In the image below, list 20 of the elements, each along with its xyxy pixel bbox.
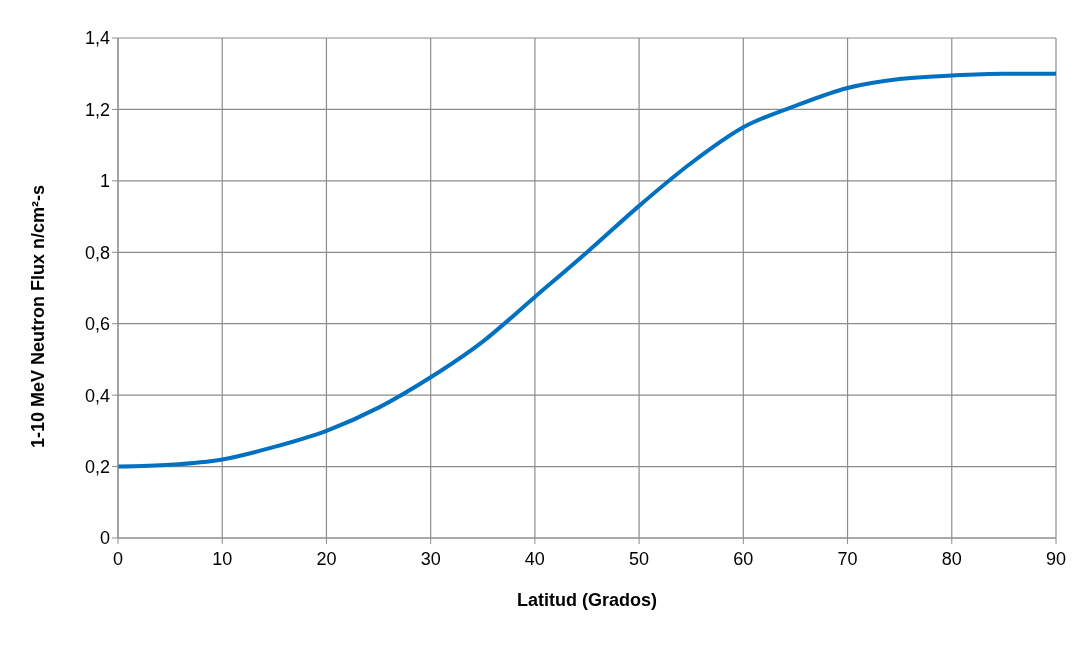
x-axis-title: Latitud (Grados): [517, 590, 657, 610]
y-tick-label: 1,2: [84, 99, 110, 120]
x-tick-label: 60: [733, 548, 754, 569]
x-tick-label: 0: [112, 548, 124, 569]
y-axis-title: 1-10 MeV Neutron Flux n/cm²-s: [28, 184, 49, 448]
x-tick-label: 40: [524, 548, 545, 569]
y-tick-label: 1,4: [84, 28, 110, 49]
y-tick-label: 0,8: [84, 242, 110, 263]
y-tick-label: 1: [99, 171, 110, 192]
y-tick-label: 0,4: [84, 385, 110, 406]
x-tick-label: 80: [941, 548, 962, 569]
y-tick-label: 0,2: [84, 456, 110, 477]
x-tick-label: 50: [629, 548, 650, 569]
x-tick-label: 10: [212, 548, 233, 569]
x-tick-label: 90: [1045, 548, 1067, 569]
y-tick-label: 0: [99, 528, 110, 549]
x-tick-label: 20: [316, 548, 337, 569]
x-tick-label: 30: [420, 548, 441, 569]
y-tick-label: 0,6: [84, 314, 110, 335]
x-tick-label: 70: [837, 548, 858, 569]
